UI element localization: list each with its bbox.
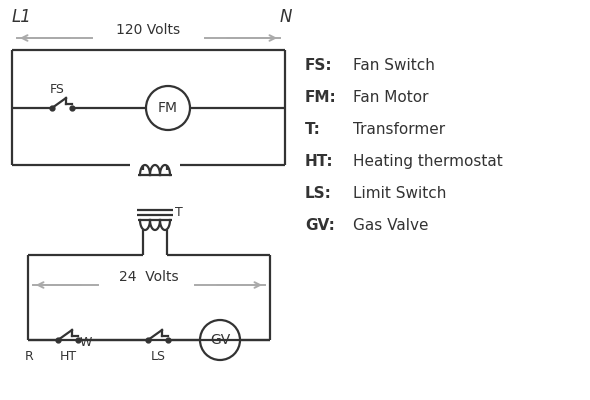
Text: FM: FM	[158, 101, 178, 115]
Text: T:: T:	[305, 122, 321, 137]
Text: W: W	[80, 336, 93, 348]
Text: LS: LS	[150, 350, 166, 363]
Text: HT: HT	[60, 350, 77, 363]
Text: Gas Valve: Gas Valve	[353, 218, 428, 233]
Text: Fan Switch: Fan Switch	[353, 58, 435, 73]
Text: FM:: FM:	[305, 90, 337, 105]
Text: Transformer: Transformer	[353, 122, 445, 137]
Text: R: R	[25, 350, 34, 363]
Text: L1: L1	[12, 8, 32, 26]
Text: HT:: HT:	[305, 154, 333, 169]
Text: 120 Volts: 120 Volts	[116, 23, 181, 37]
Text: Fan Motor: Fan Motor	[353, 90, 428, 105]
Text: GV:: GV:	[305, 218, 335, 233]
Text: T: T	[175, 206, 183, 220]
Text: 24  Volts: 24 Volts	[119, 270, 179, 284]
Text: LS:: LS:	[305, 186, 332, 201]
Text: FS: FS	[50, 83, 65, 96]
Text: N: N	[280, 8, 293, 26]
Text: Heating thermostat: Heating thermostat	[353, 154, 503, 169]
Text: Limit Switch: Limit Switch	[353, 186, 447, 201]
Text: GV: GV	[210, 333, 230, 347]
Text: FS:: FS:	[305, 58, 333, 73]
